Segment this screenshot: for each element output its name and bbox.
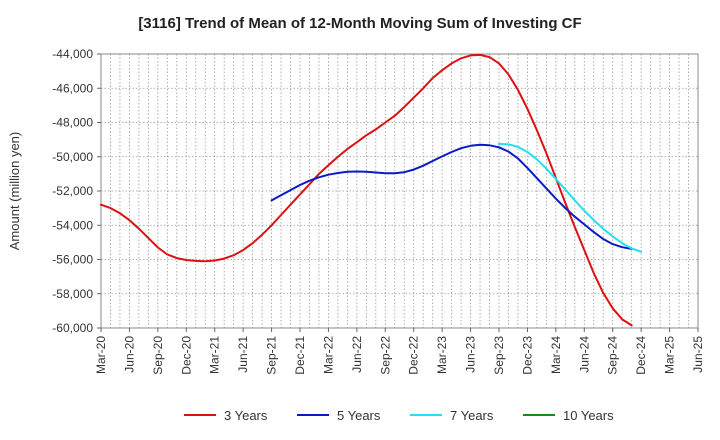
y-tick-label: -54,000 (52, 218, 93, 232)
series-line-3-years (100, 53, 633, 327)
x-tick-label: Sep-21 (265, 336, 279, 375)
series-lines (100, 53, 643, 327)
x-tick-label: Jun-20 (122, 336, 136, 373)
y-tick-label: -60,000 (52, 321, 93, 335)
x-tick-label: Mar-24 (549, 336, 563, 374)
x-tick-label: Mar-21 (208, 336, 222, 374)
series-line-7-years (498, 142, 643, 253)
x-axis: Mar-20 Jun-20 Sep-20 Dec-20 Mar-21 Jun-21 Sep-… (94, 328, 705, 375)
legend-label: 5 Years (337, 408, 381, 423)
x-tick-label: Dec-22 (407, 336, 421, 375)
x-tick-label: Mar-23 (435, 336, 449, 374)
y-axis-label: Amount (million yen) (7, 132, 22, 251)
legend-item-3-years: 3 Years (184, 408, 268, 423)
y-tick-label: -48,000 (52, 116, 93, 130)
y-tick-label: -50,000 (52, 150, 93, 164)
grid (101, 53, 698, 329)
chart-title: [3116] Trend of Mean of 12-Month Moving … (138, 15, 581, 32)
x-tick-label: Dec-20 (179, 336, 193, 375)
x-tick-label: Sep-23 (492, 336, 506, 375)
x-tick-label: Mar-25 (663, 336, 677, 374)
legend: 3 Years 5 Years 7 Years 10 Years (184, 408, 614, 423)
y-tick-label: -52,000 (52, 184, 93, 198)
x-tick-label: Sep-24 (606, 336, 620, 375)
x-tick-label: Mar-22 (321, 336, 335, 374)
x-tick-label: Sep-22 (378, 336, 392, 375)
y-axis: -44,000 -46,000 -48,000 -50,000 -52,000 -54,0… (52, 47, 101, 335)
y-tick-label: -56,000 (52, 253, 93, 267)
y-tick-label: -58,000 (52, 287, 93, 301)
x-tick-label: Dec-24 (634, 336, 648, 375)
legend-item-10-years: 10 Years (523, 408, 614, 423)
x-tick-label: Jun-24 (577, 336, 591, 373)
x-tick-label: Mar-20 (94, 336, 108, 374)
x-tick-label: Jun-25 (691, 336, 705, 373)
legend-label: 10 Years (563, 408, 614, 423)
legend-label: 3 Years (224, 408, 268, 423)
legend-item-5-years: 5 Years (297, 408, 381, 423)
x-tick-label: Sep-20 (151, 336, 165, 375)
x-tick-label: Dec-23 (520, 336, 534, 375)
x-tick-label: Jun-21 (236, 336, 250, 373)
x-tick-label: Dec-21 (293, 336, 307, 375)
y-tick-label: -44,000 (52, 47, 93, 61)
legend-item-7-years: 7 Years (410, 408, 494, 423)
y-tick-label: -46,000 (52, 81, 93, 95)
x-tick-label: Jun-23 (464, 336, 478, 373)
legend-label: 7 Years (450, 408, 494, 423)
series-line-5-years (270, 143, 633, 250)
x-tick-label: Jun-22 (350, 336, 364, 373)
